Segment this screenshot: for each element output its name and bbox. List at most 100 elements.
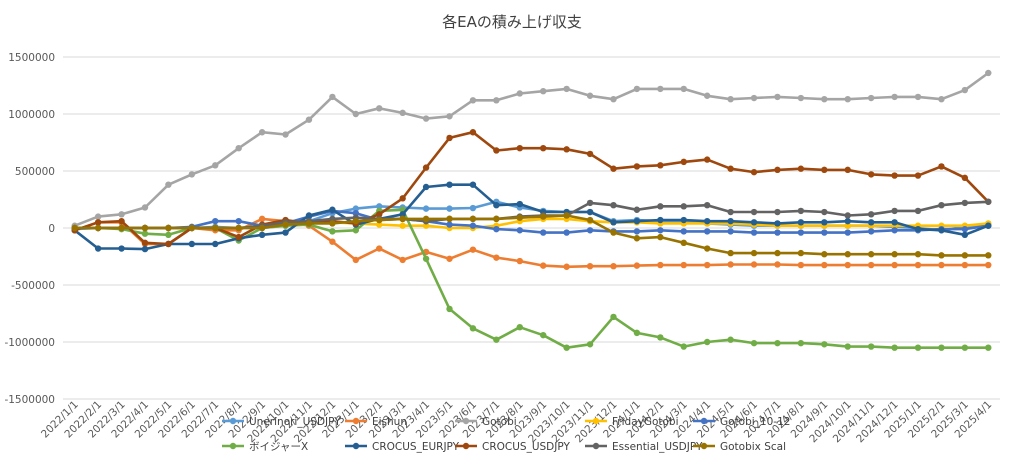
data-point <box>422 222 430 229</box>
data-point <box>938 202 945 209</box>
data-point <box>446 113 453 120</box>
data-point <box>352 227 360 234</box>
legend-marker <box>700 417 708 425</box>
data-point <box>352 209 360 217</box>
y-axis-ticks: -1500000 -1000000 -500000 0 500000 1000000 150… <box>4 52 55 406</box>
data-point <box>399 215 406 223</box>
data-point <box>727 217 734 225</box>
series-Gotobi <box>71 69 992 229</box>
data-point <box>586 262 594 270</box>
data-point <box>797 261 805 269</box>
data-point <box>352 205 360 212</box>
data-point <box>469 246 477 253</box>
data-point <box>235 233 242 241</box>
data-point <box>633 163 641 170</box>
data-point <box>446 255 453 262</box>
data-point <box>212 162 219 169</box>
data-point <box>821 219 828 226</box>
data-point <box>891 261 898 269</box>
y-tick-label: -1000000 <box>4 337 55 349</box>
data-point <box>867 228 875 235</box>
y-tick-label: 1000000 <box>8 109 55 121</box>
data-point <box>422 215 430 223</box>
data-point <box>821 261 828 269</box>
data-point <box>938 344 945 351</box>
legend-item: FridayGotobi <box>585 416 679 428</box>
legend-item: ボイジャーX <box>222 441 308 453</box>
data-point <box>540 88 547 95</box>
data-point <box>586 199 594 207</box>
data-point <box>305 116 313 123</box>
legend-marker <box>352 442 360 450</box>
data-point <box>235 217 242 225</box>
series-line <box>73 217 990 269</box>
data-point <box>844 343 851 350</box>
data-point <box>821 95 828 103</box>
data-point <box>446 181 453 188</box>
data-point <box>446 134 453 142</box>
data-point <box>797 229 805 236</box>
series-line <box>73 130 990 246</box>
data-point <box>914 225 922 233</box>
series-line <box>73 214 990 257</box>
y-tick-label: -500000 <box>11 280 55 292</box>
data-point <box>867 94 875 102</box>
data-point <box>703 217 711 225</box>
data-point <box>657 334 664 341</box>
data-point <box>493 225 500 233</box>
data-point <box>516 90 523 97</box>
legend-label: Essential_USDJPY <box>612 441 703 453</box>
y-tick-label: 0 <box>48 223 55 235</box>
legend-label: Gotobix Scal <box>720 441 786 453</box>
data-point <box>657 216 664 224</box>
data-point <box>961 199 969 207</box>
data-point <box>610 313 617 321</box>
legend-label: FridayGotobi <box>612 416 679 428</box>
data-point <box>680 216 687 224</box>
data-point <box>891 207 898 215</box>
data-point <box>493 336 500 343</box>
data-point <box>703 92 711 99</box>
data-point <box>633 228 641 235</box>
data-point <box>961 86 969 94</box>
data-point <box>657 227 664 234</box>
data-point <box>516 214 523 221</box>
data-point <box>680 203 687 210</box>
data-point <box>867 343 875 350</box>
data-point <box>305 212 313 219</box>
data-point <box>867 261 875 269</box>
data-point <box>891 172 898 179</box>
data-point <box>657 85 664 93</box>
data-point <box>469 204 477 212</box>
data-point <box>985 69 992 77</box>
data-point <box>329 206 336 213</box>
data-point <box>633 206 641 213</box>
data-point <box>586 92 594 99</box>
data-point <box>376 221 383 228</box>
data-point <box>750 168 758 176</box>
legend-label: Eishun <box>372 416 407 428</box>
data-point <box>586 208 594 216</box>
data-point <box>610 95 617 103</box>
legend-marker <box>229 417 237 425</box>
data-point <box>703 245 711 252</box>
data-point <box>914 251 922 258</box>
data-point <box>422 115 430 122</box>
legend-marker <box>592 442 600 450</box>
data-point <box>329 238 336 245</box>
data-point <box>516 200 523 208</box>
data-point <box>422 164 430 171</box>
legend-label: Gotobi_10-12 <box>720 416 790 428</box>
data-point <box>188 224 196 232</box>
data-point <box>680 239 687 247</box>
data-point <box>516 323 523 331</box>
data-point <box>750 229 758 236</box>
data-point <box>844 166 851 174</box>
data-point <box>352 217 360 225</box>
data-point <box>188 240 196 248</box>
data-point <box>141 230 149 237</box>
legend-label: CROCUS_EURJPY <box>372 441 460 453</box>
data-point <box>376 203 383 210</box>
data-point <box>493 97 500 104</box>
